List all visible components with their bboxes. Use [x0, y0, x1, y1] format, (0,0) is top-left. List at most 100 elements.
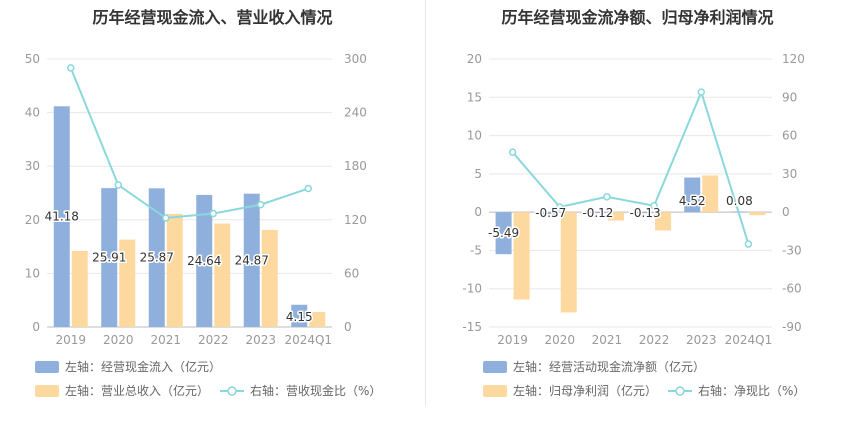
bar-secondary — [309, 311, 326, 327]
right-axis-tick-label: 60 — [344, 266, 359, 280]
legend-swatch-marker — [675, 386, 685, 396]
bar-primary — [684, 177, 701, 213]
right-axis-tick-label: 0 — [344, 320, 352, 334]
bar-data-label: 0.08 — [726, 194, 753, 208]
left-axis-tick-label: -5 — [470, 243, 482, 257]
ratio-point — [650, 202, 658, 210]
right-axis-tick-label: 120 — [344, 213, 367, 227]
left-axis-tick-label: 0 — [32, 320, 40, 334]
bar-data-label: 4.52 — [679, 194, 706, 208]
bar-primary — [53, 106, 70, 327]
x-axis-tick-label: 2024Q1 — [284, 333, 332, 347]
bar-data-label: 4.15 — [286, 310, 313, 324]
legend-swatch-bar — [483, 385, 507, 397]
bar-data-label: 24.87 — [235, 253, 269, 267]
right-axis-tick-label: -90 — [782, 320, 802, 334]
bar-secondary — [71, 250, 88, 327]
x-axis-tick-label: 2022 — [198, 333, 229, 347]
bar-data-label: -5.49 — [488, 226, 519, 240]
chart-title: 历年经营现金流净额、归母净利润情况 — [501, 8, 774, 27]
x-axis-tick-label: 2024Q1 — [725, 333, 773, 347]
ratio-point — [209, 209, 217, 218]
bar-secondary — [261, 229, 278, 327]
bar-secondary — [560, 212, 577, 313]
left-axis-tick-label: 15 — [467, 90, 482, 104]
legend-label: 左轴：经营现金流入（亿元） — [65, 359, 221, 374]
legend-label: 右轴：营收现金比（%） — [250, 383, 381, 398]
x-axis-tick-label: 2020 — [544, 333, 575, 347]
left-axis-tick-label: 10 — [467, 129, 482, 143]
ratio-point — [556, 203, 564, 211]
bar-primary — [589, 212, 606, 214]
ratio-point — [508, 148, 517, 156]
bar-primary — [542, 212, 559, 217]
bar-data-label: 25.91 — [92, 251, 126, 265]
x-axis-tick-label: 2019 — [497, 333, 528, 347]
bar-primary — [101, 188, 118, 327]
ratio-line — [69, 67, 309, 220]
bar-secondary — [119, 239, 136, 327]
right-axis-tick-label: 60 — [782, 129, 797, 143]
right-axis-tick-label: 90 — [782, 90, 797, 104]
x-axis-tick-label: 2021 — [150, 333, 181, 347]
bar-data-label: -0.12 — [582, 206, 613, 220]
left-axis-tick-label: 30 — [25, 159, 40, 173]
left-axis-tick-label: 5 — [474, 167, 482, 181]
bar-data-label: 41.18 — [45, 210, 79, 224]
ratio-line — [511, 89, 750, 245]
bar-secondary — [166, 213, 183, 327]
right-axis-tick-label: 240 — [344, 106, 367, 120]
right-axis-tick-label: 0 — [782, 205, 790, 219]
left-axis-tick-label: 0 — [474, 205, 482, 219]
bar-primary — [291, 304, 308, 327]
legend-label: 左轴：归母净利润（亿元） — [513, 383, 657, 398]
chart-svg: 0 10 20 30 40 50 0 60 120 180 240 300 2019 2020 2021 20… — [25, 52, 382, 398]
x-axis-tick-label: 2023 — [245, 333, 276, 347]
right-axis-tick-label: 30 — [782, 167, 797, 181]
bar-data-label: 24.64 — [187, 254, 221, 268]
ratio-point — [603, 193, 611, 201]
bar-secondary — [702, 175, 719, 213]
legend-label: 左轴：经营活动现金流净额（亿元） — [513, 359, 705, 374]
legend-swatch-bar — [483, 361, 507, 373]
legend-label: 左轴：营业总收入（亿元） — [65, 383, 209, 398]
ratio-point — [744, 240, 753, 248]
bar-primary — [196, 194, 213, 327]
x-axis-tick-label: 2022 — [639, 333, 670, 347]
left-axis-tick-label: 10 — [25, 266, 40, 280]
bar-primary — [637, 212, 654, 214]
legend-label: 右轴：净现比（%） — [698, 383, 805, 398]
ratio-point — [304, 184, 312, 193]
ratio-point — [67, 64, 75, 72]
bar-secondary — [749, 212, 766, 216]
left-axis-tick-label: 20 — [25, 213, 40, 227]
bar-primary — [243, 193, 260, 327]
ratio-point — [257, 200, 265, 209]
right-axis-tick-label: -30 — [782, 243, 802, 257]
bar-secondary — [655, 212, 672, 231]
x-axis-tick-label: 2023 — [686, 333, 717, 347]
right-axis-tick-label: 300 — [344, 52, 367, 66]
bar-secondary — [214, 223, 231, 327]
left-axis-tick-label: 20 — [467, 52, 482, 66]
bar-primary — [495, 212, 512, 255]
bar-primary — [148, 188, 165, 327]
ratio-point — [162, 214, 170, 222]
legend-swatch-bar — [35, 385, 59, 397]
bar-data-label: 25.87 — [140, 251, 174, 265]
chart-panel-cash-inflow: 历年经营现金流入、营业收入情况 0 10 20 30 40 50 0 60 120 180 240 3… — [25, 8, 382, 398]
left-axis-tick-label: 50 — [25, 52, 40, 66]
x-axis-tick-label: 2021 — [592, 333, 623, 347]
right-axis-tick-label: 120 — [782, 52, 805, 66]
legend-swatch-bar — [35, 361, 59, 373]
x-axis-tick-label: 2020 — [103, 333, 134, 347]
bar-data-label: -0.13 — [630, 206, 661, 220]
ratio-point — [697, 88, 705, 96]
chart-title: 历年经营现金流入、营业收入情况 — [92, 8, 333, 27]
ratio-point — [114, 181, 122, 189]
bar-secondary — [607, 212, 624, 221]
bar-data-label: -0.57 — [535, 206, 566, 220]
left-axis-tick-label: -15 — [462, 320, 482, 334]
chart-panel-net-cash: 历年经营现金流净额、归母净利润情况 -15 -10 -5 0 5 10 15 20 -90 -60… — [425, 0, 850, 436]
legend-swatch-marker — [227, 386, 237, 396]
